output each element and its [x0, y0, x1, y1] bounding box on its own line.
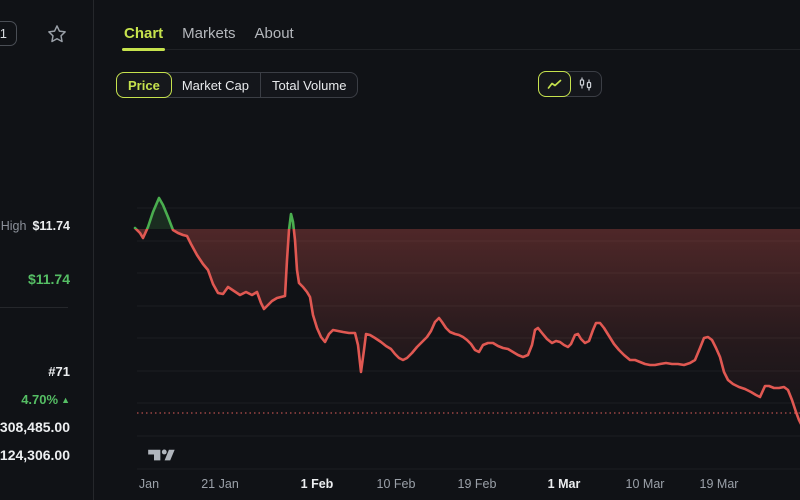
range-high-value: $11.74 [32, 219, 70, 233]
tradingview-logo[interactable] [147, 445, 179, 463]
tab-chart[interactable]: Chart [122, 18, 166, 51]
tab-bar: Chart Markets About [122, 18, 800, 51]
x-axis-label: Jan [138, 477, 160, 491]
price-change: 4.70% ▲ [21, 392, 70, 407]
x-axis-label: 21 Jan [201, 477, 239, 491]
stat-value-1: ,308,485.00 [0, 419, 70, 435]
x-axis-label: 1 Feb [300, 477, 334, 491]
tab-markets[interactable]: Markets [182, 25, 236, 42]
x-axis-label: 10 Feb [376, 477, 416, 491]
range-high-label: High [0, 219, 27, 233]
tab-about[interactable]: About [254, 25, 294, 42]
x-axis-label: 19 Mar [699, 477, 739, 491]
metric-toggle: Price Market Cap Total Volume [116, 72, 359, 98]
candlestick-chart-icon [579, 77, 592, 91]
line-chart-icon [547, 79, 562, 89]
up-arrow-icon: ▲ [61, 395, 70, 405]
range-high: High $11.74 [1, 219, 70, 233]
x-axis-label: 10 Mar [625, 477, 665, 491]
x-axis-label: 1 Mar [547, 477, 581, 491]
rank-badge: 1 [0, 21, 17, 46]
line-chart-button[interactable] [538, 71, 571, 97]
stat-value-2: ,124,306.00 [0, 447, 70, 463]
price-change-value: 4.70% [21, 392, 59, 407]
metric-marketcap-button[interactable]: Market Cap [181, 77, 250, 93]
metric-price-button[interactable]: Price [116, 72, 172, 98]
x-axis-label: 19 Feb [457, 477, 497, 491]
sidebar-divider [0, 307, 68, 308]
candlestick-chart-button[interactable] [570, 72, 601, 96]
x-axis: Jan 21 Jan 1 Feb 10 Feb 19 Feb 1 Mar 10 Mar 19 … [0, 477, 800, 495]
rank-badge-value: 1 [0, 26, 7, 41]
watchlist-star-icon[interactable] [46, 23, 68, 45]
sidebar: 1 High $11.74 $11.74 #71 4.70% ▲ ,308,485.… [0, 0, 94, 500]
market-rank: #71 [48, 364, 70, 379]
range-current-value: $11.74 [27, 271, 70, 287]
chart-type-toggle [538, 71, 602, 97]
metric-totalvolume-button[interactable]: Total Volume [260, 73, 357, 97]
